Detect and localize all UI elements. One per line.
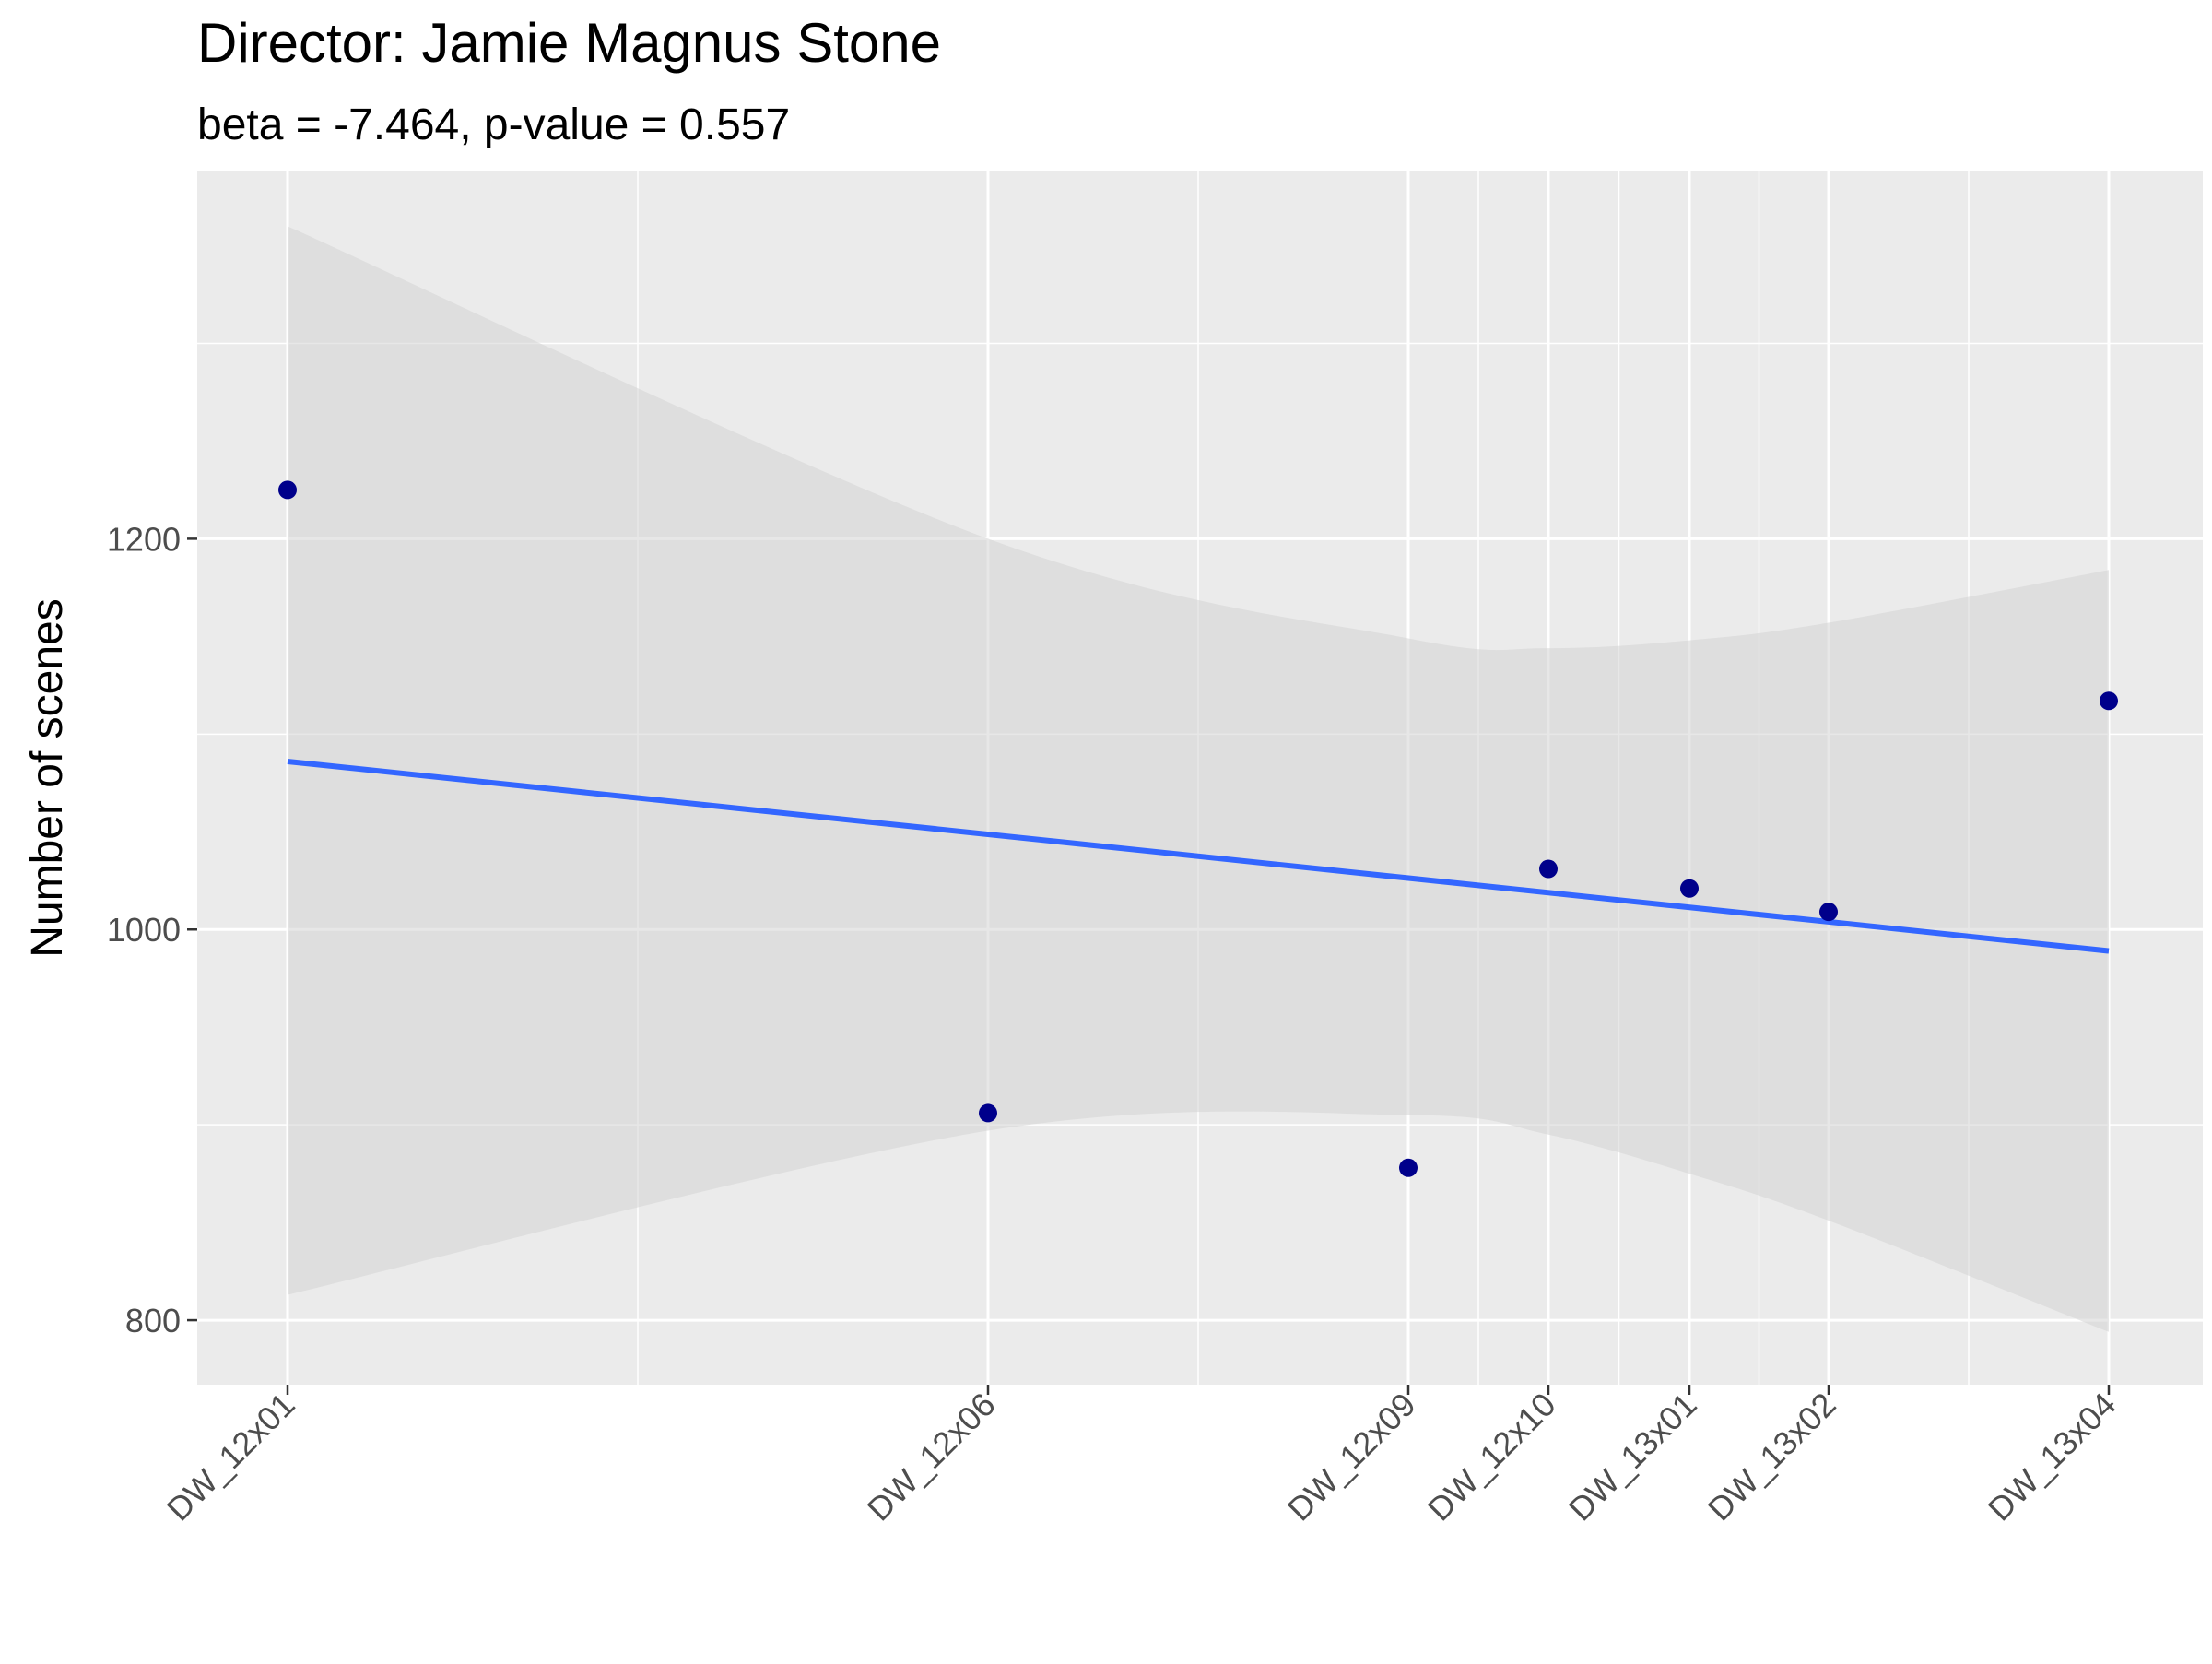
confidence-band-layer	[288, 226, 2109, 1332]
x-tick-label: DW_12x10	[1420, 1386, 1563, 1528]
data-point	[979, 1103, 997, 1123]
data-points-layer	[278, 480, 2118, 1177]
x-tick-label: DW_12x01	[159, 1386, 302, 1528]
y-axis-title: Number of scenes	[23, 598, 72, 958]
trend-line-layer	[287, 759, 2110, 954]
data-point	[1539, 859, 1558, 879]
chart-title: Director: Jamie Magnus Stone	[197, 12, 941, 74]
data-point	[1680, 879, 1699, 898]
data-point	[2100, 691, 2118, 711]
data-point	[1819, 903, 1838, 922]
confidence-band	[288, 226, 2109, 1332]
x-tick-label: DW_12x09	[1280, 1386, 1423, 1528]
data-point	[278, 480, 297, 500]
data-point	[1399, 1158, 1418, 1177]
y-tick-label: 800	[125, 1302, 181, 1339]
y-tick-label: 1000	[107, 911, 181, 949]
x-tick-label: DW_13x04	[1981, 1386, 2124, 1528]
chart-subtitle: beta = -7.464, p-value = 0.557	[197, 100, 790, 149]
regression-line	[287, 759, 2110, 954]
x-tick-label: DW_12x06	[860, 1386, 1003, 1528]
x-tick-label: DW_13x01	[1561, 1386, 1704, 1528]
x-tick-label: DW_13x02	[1700, 1386, 1843, 1528]
y-tick-label: 1200	[107, 520, 181, 558]
